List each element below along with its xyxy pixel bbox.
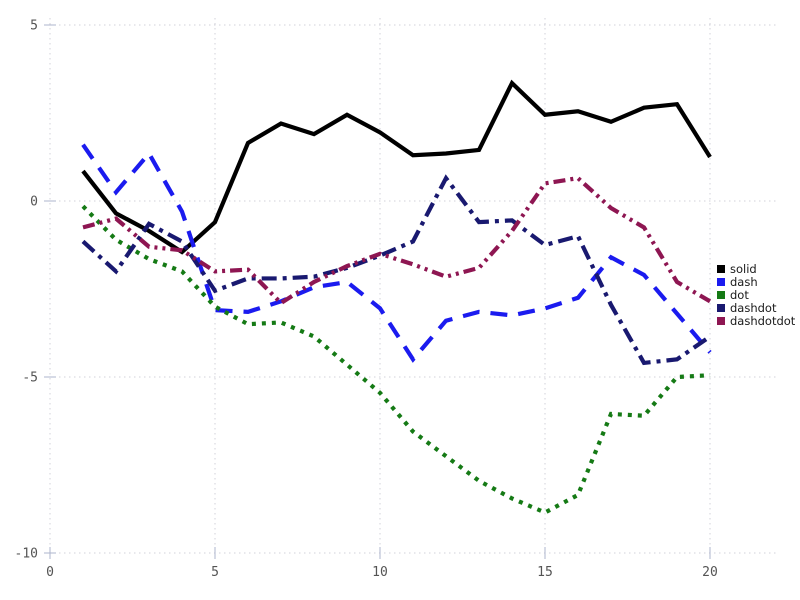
- y-tick-label: 0: [30, 195, 38, 210]
- x-tick-label: 0: [46, 565, 54, 580]
- x-tick-label: 5: [211, 565, 219, 580]
- legend-swatch-dashdotdot: [717, 317, 725, 325]
- legend-swatch-solid: [717, 265, 725, 273]
- legend-swatch-dash: [717, 278, 725, 286]
- series-line-dash: [81, 143, 712, 363]
- legend-swatch-dot: [717, 291, 725, 299]
- legend-label-dot: dot: [730, 288, 749, 302]
- y-tick-label: -10: [15, 547, 38, 562]
- x-tick-label: 10: [372, 565, 388, 580]
- y-tick-label: 5: [30, 19, 38, 34]
- legend-label-solid: solid: [730, 262, 757, 276]
- legend-swatch-dashdot: [717, 304, 725, 312]
- y-tick-label: -5: [22, 371, 38, 386]
- legend-label-dashdot: dashdot: [730, 301, 777, 315]
- x-tick-label: 20: [702, 565, 718, 580]
- legend-label-dashdotdot: dashdotdot: [730, 314, 796, 328]
- series-line-solid: [81, 79, 712, 255]
- series-line-dashdotdot: [82, 175, 712, 306]
- legend-label-dash: dash: [730, 275, 758, 289]
- series-line-dot: [81, 204, 711, 515]
- series-line-dashdot: [81, 174, 712, 366]
- x-tick-label: 15: [537, 565, 553, 580]
